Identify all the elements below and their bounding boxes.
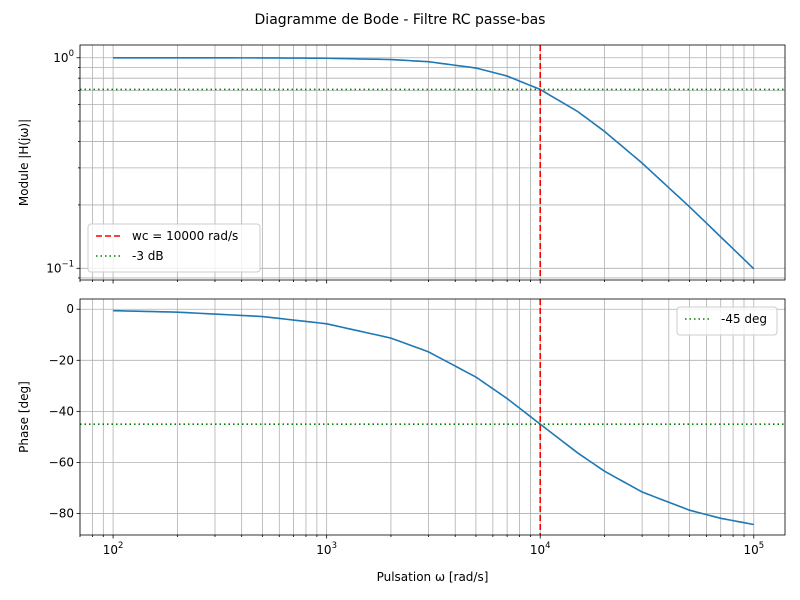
phase-axes-frame: [79, 298, 786, 536]
phase-x-axis-label: Pulsation ω [rad/s]: [377, 570, 489, 584]
figure-title: Diagramme de Bode - Filtre RC passe-bas: [255, 12, 546, 28]
phase-legend: -45 deg: [676, 306, 778, 336]
phase-x-tick-label: 102: [103, 541, 124, 557]
magnitude-y-axis-label: Module |H(jω)|: [17, 119, 31, 206]
magnitude-y-tick-label: 100: [53, 49, 74, 65]
phase-x-tick-label: 104: [530, 541, 551, 557]
phase-y-tick-label: −20: [49, 353, 74, 367]
magnitude-y-tick-label: 10−1: [46, 259, 74, 275]
phase-x-tick-label: 103: [316, 541, 337, 557]
magnitude-legend-label: wc = 10000 rad/s: [132, 229, 238, 243]
phase-y-tick-label: −80: [49, 507, 74, 521]
phase-y-axis-label: Phase [deg]: [17, 381, 31, 453]
phase-y-tick-label: −40: [49, 404, 74, 418]
phase-y-tick-label: 0: [66, 302, 74, 316]
magnitude-legend-label: -3 dB: [132, 249, 164, 263]
phase-legend-label: -45 deg: [721, 312, 767, 326]
phase-grid: [79, 299, 785, 535]
magnitude-response-curve: [113, 56, 755, 270]
phase-response-curve: [113, 309, 754, 526]
phase-x-tick-label: 105: [743, 541, 764, 557]
magnitude-ticks: 10−1 100: [46, 49, 755, 284]
phase-plot-area: [80, 299, 785, 535]
magnitude-grid: [79, 45, 785, 280]
magnitude-plot-area: [80, 45, 785, 280]
magnitude-panel: 10−1 100 Module |H(jω)| wc = 10000 rad/s -3 …: [17, 44, 786, 284]
magnitude-legend: wc = 10000 rad/s -3 dB: [87, 223, 261, 273]
magnitude-axes-frame: [79, 44, 786, 281]
phase-ticks: 0 −20 −40 −60 −80 102 103 104 105: [49, 302, 764, 557]
magnitude-legend-box: [87, 223, 261, 273]
phase-panel: 0 −20 −40 −60 −80 102 103 104 105 Phase [deg] Puls…: [17, 298, 786, 584]
phase-legend-box: [676, 306, 778, 336]
phase-y-tick-label: −60: [49, 455, 74, 469]
